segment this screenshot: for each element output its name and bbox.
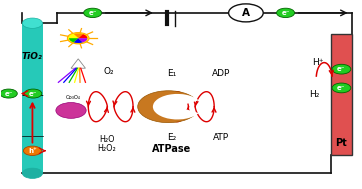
Text: A: A <box>242 8 250 18</box>
Wedge shape <box>69 34 78 38</box>
Circle shape <box>277 8 295 18</box>
Circle shape <box>84 8 102 18</box>
Text: e⁻: e⁻ <box>337 85 346 91</box>
Wedge shape <box>69 38 78 42</box>
Ellipse shape <box>22 168 42 178</box>
Polygon shape <box>71 59 85 68</box>
Circle shape <box>25 89 42 98</box>
Text: e⁻: e⁻ <box>337 66 346 72</box>
Bar <box>331 34 352 155</box>
Circle shape <box>228 4 263 22</box>
Circle shape <box>0 89 17 98</box>
Text: Co₃O₄: Co₃O₄ <box>65 95 80 100</box>
Text: ATP: ATP <box>212 133 229 142</box>
Wedge shape <box>138 91 193 123</box>
Ellipse shape <box>22 18 42 28</box>
Bar <box>22 23 42 173</box>
Text: H₂O₂: H₂O₂ <box>98 144 117 153</box>
Text: E₁: E₁ <box>167 69 177 78</box>
Circle shape <box>332 83 351 93</box>
Text: TiO₂: TiO₂ <box>22 53 43 61</box>
Text: O₂: O₂ <box>104 67 114 76</box>
Text: ADP: ADP <box>211 69 230 78</box>
Circle shape <box>56 103 86 118</box>
Text: h⁺: h⁺ <box>28 148 37 154</box>
Wedge shape <box>73 33 83 38</box>
Circle shape <box>67 33 89 44</box>
Text: e⁻: e⁻ <box>281 10 290 16</box>
Text: Pt: Pt <box>336 138 348 148</box>
Text: e⁻: e⁻ <box>29 91 37 97</box>
Text: H₂O: H₂O <box>99 135 115 144</box>
Wedge shape <box>78 34 87 38</box>
Wedge shape <box>73 38 83 43</box>
Text: E₂: E₂ <box>167 133 177 142</box>
Text: H⁺: H⁺ <box>312 58 324 67</box>
Circle shape <box>24 146 41 156</box>
Text: ATPase: ATPase <box>152 144 191 154</box>
Circle shape <box>332 64 351 74</box>
Wedge shape <box>153 94 199 119</box>
Wedge shape <box>78 38 87 42</box>
Text: H₂: H₂ <box>309 90 320 99</box>
Text: e⁻: e⁻ <box>4 91 13 97</box>
Text: e⁻: e⁻ <box>88 10 97 16</box>
